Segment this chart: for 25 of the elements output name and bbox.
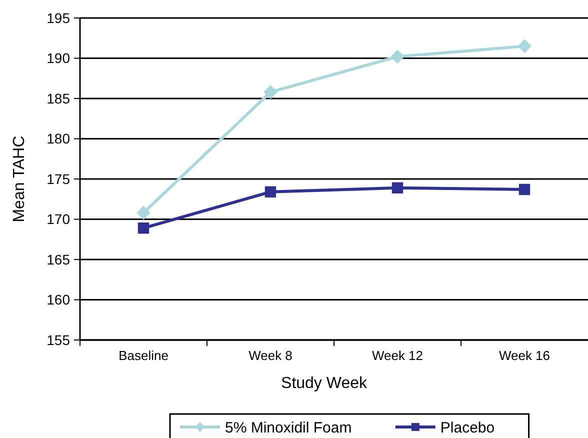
y-tick-label: 195 <box>46 10 70 26</box>
y-tick-label: 180 <box>46 130 70 147</box>
point <box>518 184 530 196</box>
x-tick-label: Week 16 <box>498 348 550 363</box>
y-tick-label: 175 <box>46 170 70 187</box>
y-axis-title: Mean TAHC <box>11 136 28 222</box>
y-tick-label: 165 <box>46 251 70 268</box>
legend-label: 5% Minoxidil Foam <box>225 419 352 436</box>
x-tick-label: Baseline <box>118 348 168 363</box>
point <box>138 222 150 234</box>
point <box>392 182 404 194</box>
x-axis-title: Study Week <box>281 375 368 392</box>
x-tick-label: Week 8 <box>248 348 292 363</box>
point <box>136 206 150 220</box>
point <box>390 50 404 64</box>
point <box>264 186 276 198</box>
y-tick-label: 190 <box>46 50 70 66</box>
y-tick-label: 185 <box>46 90 70 106</box>
y-tick-label: 155 <box>46 332 70 348</box>
y-tick-label: 170 <box>46 211 70 228</box>
point <box>264 85 278 100</box>
legend-label: Placebo <box>440 419 495 436</box>
point <box>518 39 532 54</box>
x-tick-label: Week 12 <box>372 348 424 363</box>
y-tick-label: 160 <box>46 292 70 308</box>
